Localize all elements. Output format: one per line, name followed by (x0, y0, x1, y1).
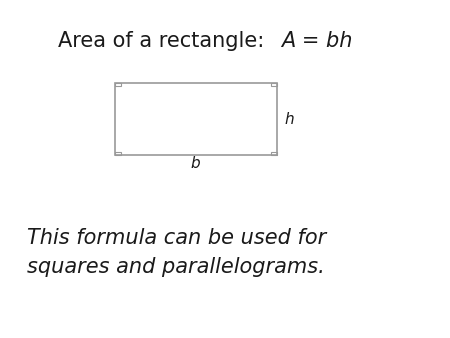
Text: This formula can be used for: This formula can be used for (27, 228, 326, 248)
Text: h: h (284, 113, 294, 127)
Text: b: b (191, 156, 201, 171)
Text: Area of a rectangle:: Area of a rectangle: (58, 30, 278, 51)
Text: squares and parallelograms.: squares and parallelograms. (27, 257, 325, 277)
Text: A = bh: A = bh (281, 30, 353, 51)
